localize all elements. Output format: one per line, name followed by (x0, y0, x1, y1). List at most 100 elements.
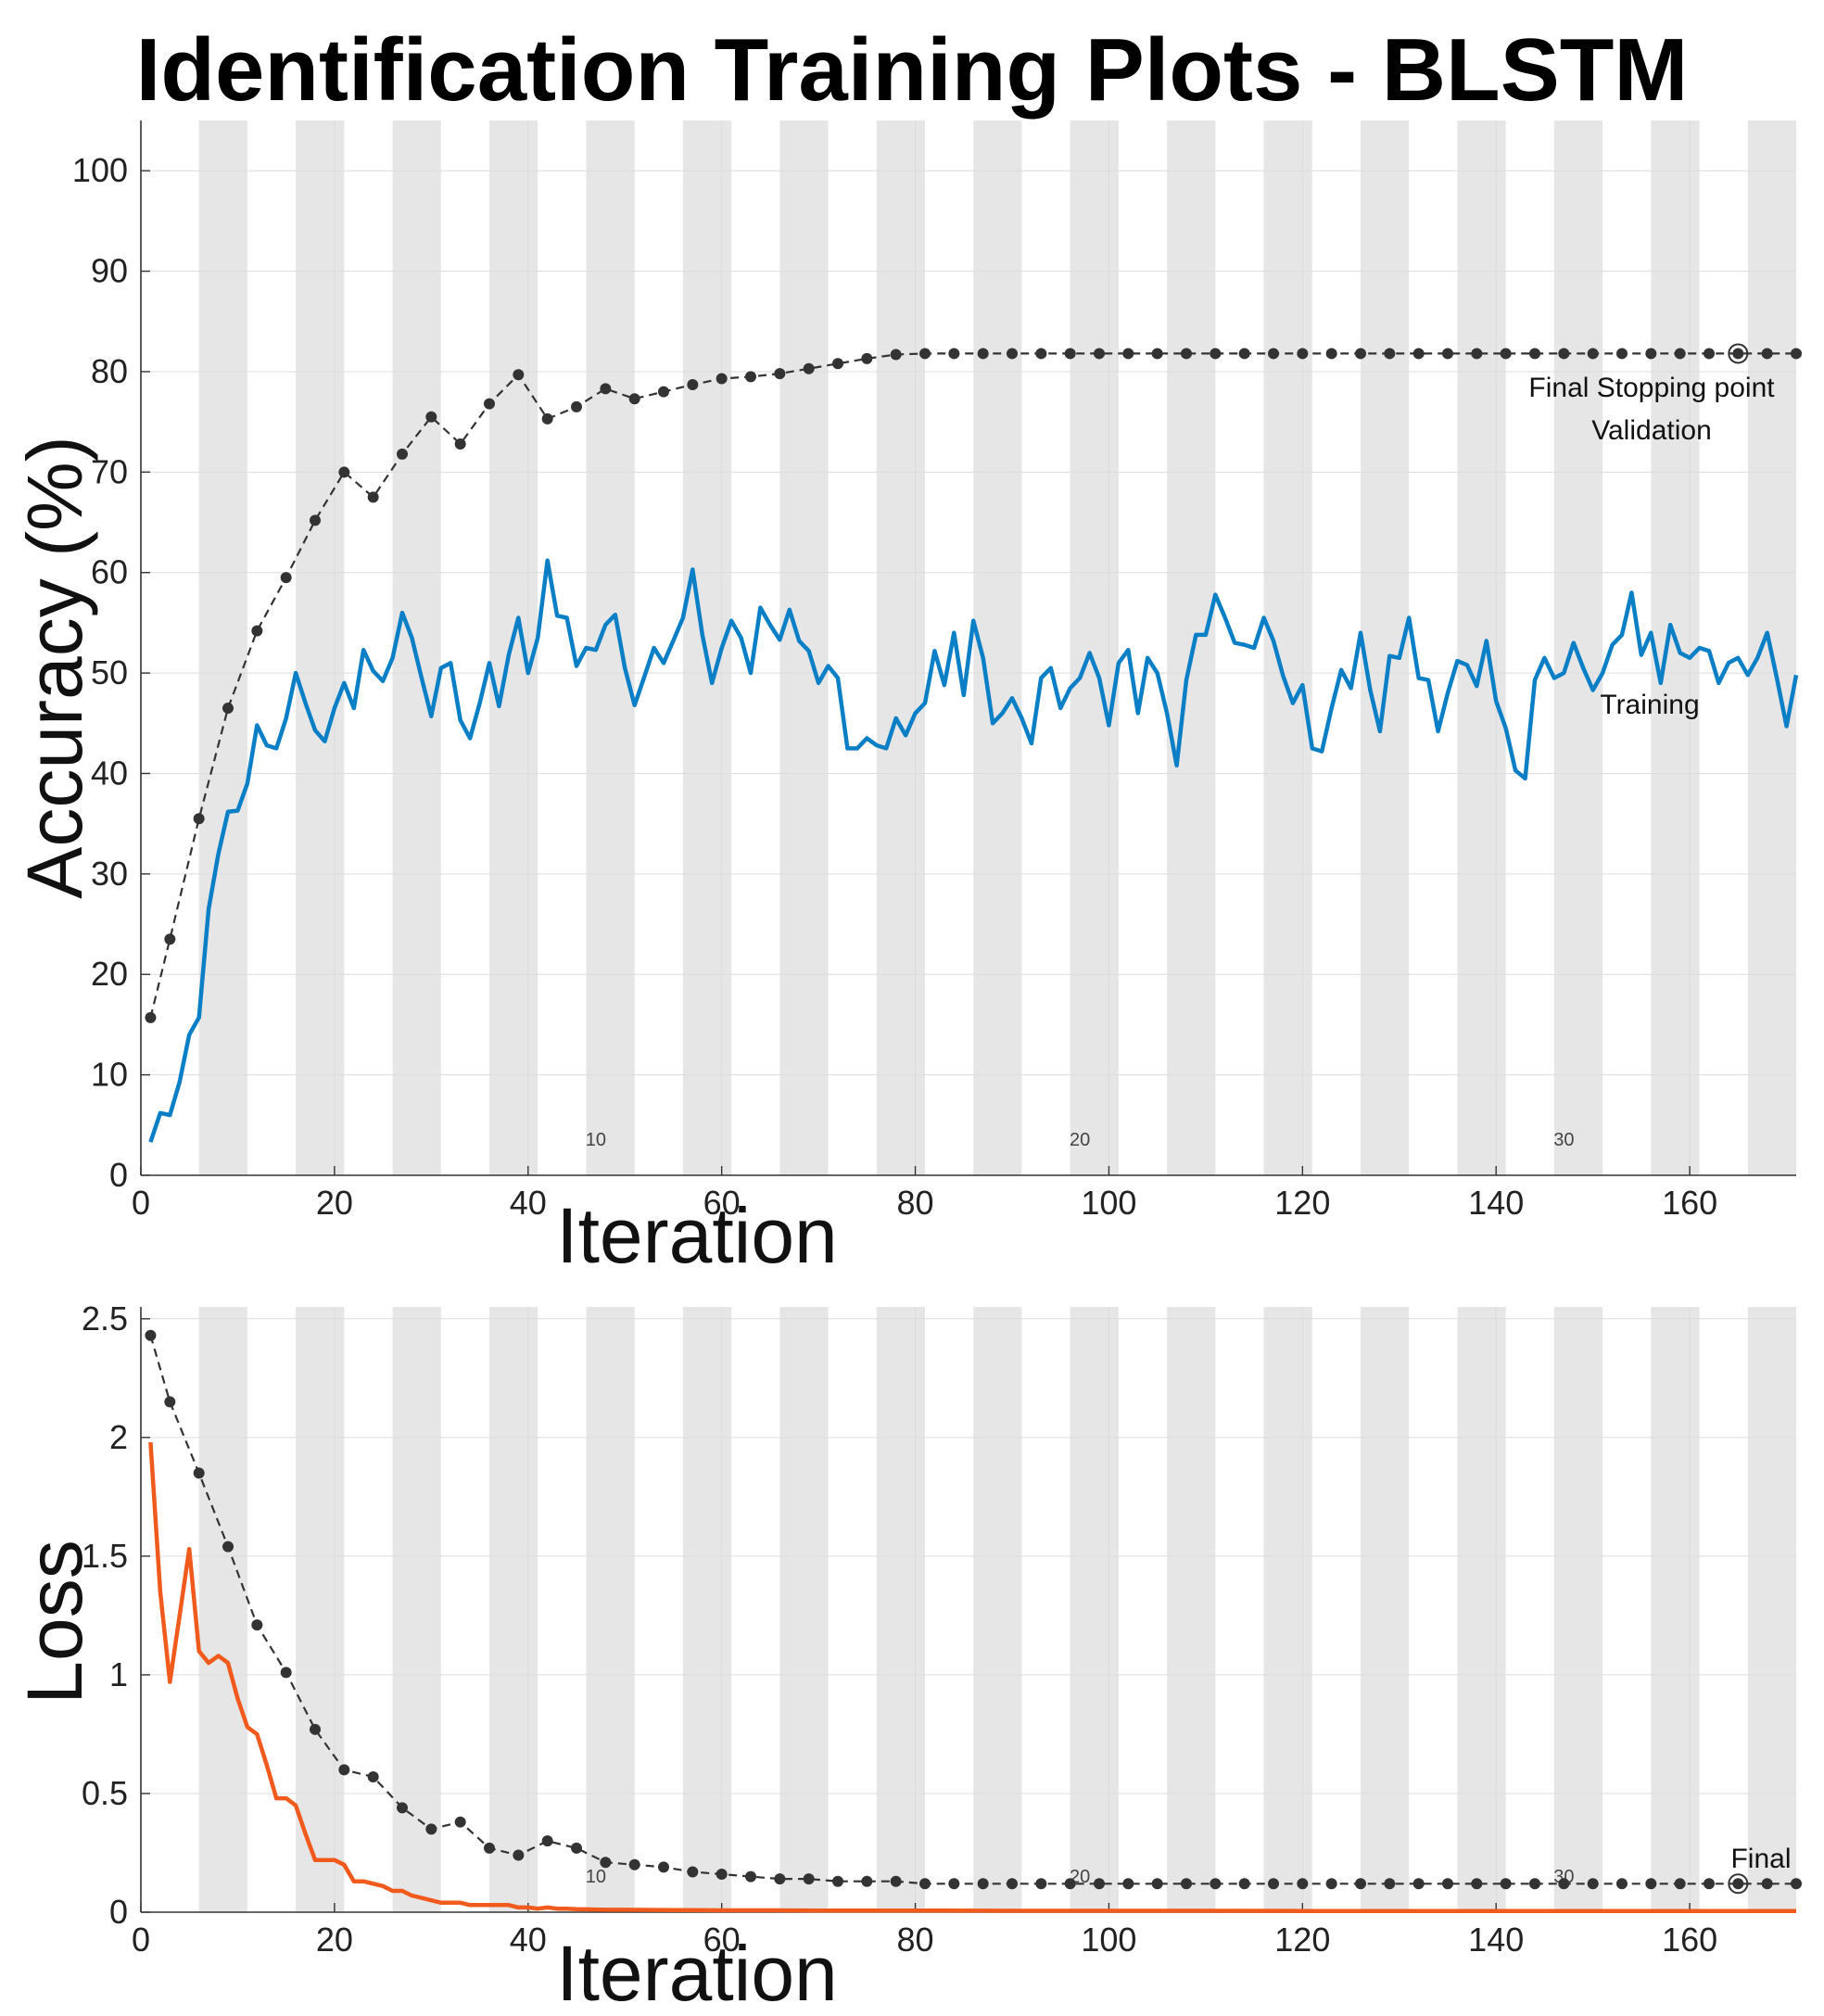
validation-point (1412, 1878, 1425, 1890)
validation-point (658, 1861, 669, 1873)
validation-point (164, 1396, 176, 1408)
validation-point (397, 448, 408, 460)
epoch-band (1263, 120, 1312, 1175)
validation-point (658, 386, 669, 398)
validation-point (1297, 1878, 1309, 1890)
validation-point (1761, 1878, 1773, 1890)
x-tick-label: 80 (897, 1184, 934, 1222)
validation-point (1094, 348, 1105, 360)
x-tick-label: 0 (132, 1184, 150, 1222)
y-tick-label: 0 (109, 1893, 128, 1931)
x-tick-label: 140 (1468, 1184, 1524, 1222)
epoch-band (682, 120, 732, 1175)
validation-point (1035, 1878, 1047, 1890)
epoch-band (1361, 1307, 1410, 1912)
y-tick-label: 70 (91, 452, 128, 490)
x-tick-label: 160 (1662, 1184, 1717, 1222)
epoch-labels: 10 20 30 (586, 1130, 1575, 1150)
validation-point (1007, 348, 1018, 360)
validation-point (1122, 348, 1134, 360)
validation-point (541, 412, 553, 425)
validation-point (1325, 1878, 1337, 1890)
validation-point (310, 514, 321, 526)
validation-point (774, 368, 786, 380)
validation-point (1616, 1878, 1628, 1890)
validation-point (1471, 348, 1483, 360)
loss-validation-line (149, 1335, 1796, 1885)
validation-point (251, 1619, 263, 1631)
validation-point (1616, 348, 1628, 360)
validation-point (1645, 1878, 1657, 1890)
epoch-band (1457, 1307, 1506, 1912)
tick-labels: 0 10 20 30 40 50 60 70 80 90 100 0 20 40 60 80 100 120 140… (72, 151, 1717, 1222)
validation-point (1791, 1878, 1802, 1890)
validation-point (1558, 1878, 1570, 1890)
epoch-band (1651, 1307, 1700, 1912)
epoch-band (876, 120, 925, 1175)
validation-point (948, 348, 960, 360)
validation-point (1064, 348, 1076, 360)
epoch-band (1553, 1307, 1603, 1912)
epoch-band (1263, 1307, 1312, 1912)
validation-point (803, 362, 815, 374)
validation-point (541, 1835, 553, 1847)
validation-point (222, 1541, 234, 1553)
y-tick-label: 90 (91, 252, 128, 290)
y-tick-label: 0 (109, 1156, 128, 1194)
validation-point (1094, 1878, 1105, 1890)
final-label: Final (1730, 1844, 1791, 1874)
validation-point (1268, 1878, 1279, 1890)
epoch-band (1070, 120, 1119, 1175)
validation-point (1384, 348, 1396, 360)
validation-point (1064, 1878, 1076, 1890)
validation-point (1587, 1878, 1599, 1890)
validation-point (1122, 1878, 1134, 1890)
validation-point (1500, 348, 1512, 360)
validation-point (280, 1667, 292, 1679)
validation-point (745, 371, 756, 383)
y-tick-label: 2.5 (82, 1300, 128, 1338)
epoch-band (489, 120, 538, 1175)
validation-point (367, 1771, 379, 1783)
validation-point (513, 1849, 525, 1861)
validation-point (1732, 348, 1744, 360)
axes (140, 120, 1796, 1176)
validation-point (484, 1842, 495, 1854)
validation-point (1035, 348, 1047, 360)
epoch-band (198, 1307, 247, 1912)
epoch-band (1457, 120, 1506, 1175)
accuracy-validation-line (149, 352, 1796, 1019)
validation-point (145, 1329, 157, 1341)
validation-point (1210, 1878, 1222, 1890)
validation-label: Validation (1591, 415, 1712, 446)
training-label: Training (1600, 690, 1699, 720)
validation-point (1007, 1878, 1018, 1890)
validation-point (1181, 1878, 1192, 1890)
validation-point (687, 379, 699, 391)
y-tick-label: 20 (91, 955, 128, 993)
loss-training-line (148, 1441, 1796, 1913)
validation-point (600, 1857, 612, 1869)
x-tick-label: 60 (703, 1184, 741, 1222)
accuracy-training-line (148, 558, 1799, 1143)
validation-point (803, 1873, 815, 1885)
validation-point (1384, 1878, 1396, 1890)
validation-point (397, 1802, 408, 1814)
validation-point (1558, 348, 1570, 360)
validation-point (1761, 348, 1773, 360)
validation-point (890, 1875, 902, 1887)
epoch-band (392, 120, 441, 1175)
validation-point (977, 348, 989, 360)
validation-point (1151, 1878, 1163, 1890)
epoch-bands (198, 1307, 1796, 1912)
y-tick-label: 60 (91, 553, 128, 591)
validation-point (454, 437, 466, 450)
validation-point (628, 393, 640, 405)
validation-point (774, 1873, 786, 1885)
validation-point (1268, 348, 1279, 360)
validation-point (425, 411, 437, 423)
y-tick-label: 1 (109, 1655, 128, 1693)
accuracy-panel: 10 20 30 0 10 20 30 40 50 60 70 80 90 100 0 20 40 60 80 10… (11, 120, 1802, 1279)
validation-point (1529, 1878, 1540, 1890)
